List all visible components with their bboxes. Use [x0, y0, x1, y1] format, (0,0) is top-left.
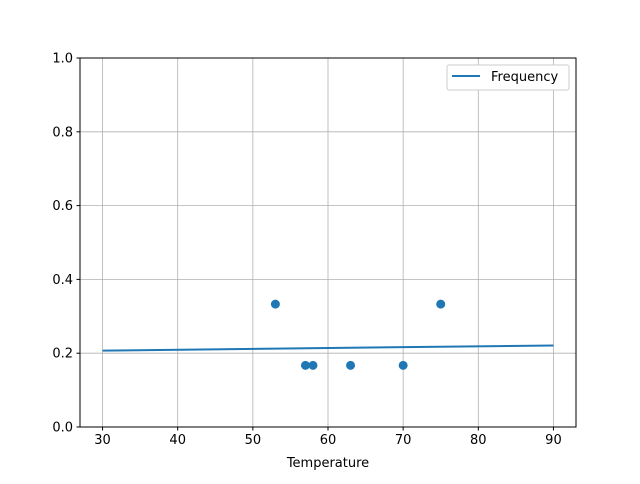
legend-box [446, 64, 570, 91]
x-tick-label: 60 [320, 433, 337, 448]
scatter-point [270, 299, 280, 309]
grid [80, 57, 576, 428]
x-axis-label: Temperature [286, 456, 369, 471]
plot-marks [102, 299, 554, 370]
x-tick-label: 80 [470, 433, 487, 448]
legend-label: Frequency [491, 70, 558, 85]
scatter-point [398, 360, 408, 370]
ticks: 30 40 50 60 70 80 90 0.0 0.2 0.4 0.6 0.8 1.0 [52, 52, 561, 449]
y-tick-label: 0.2 [52, 347, 73, 362]
scatter-point [436, 299, 446, 309]
series-line-frequency [102, 344, 554, 352]
legend: Frequency [446, 64, 570, 91]
y-tick-label: 0.6 [52, 199, 73, 214]
y-tick-label: 0.8 [52, 125, 73, 140]
scatter-point [300, 360, 310, 370]
y-tick-label: 0.4 [52, 273, 73, 288]
x-tick-label: 70 [395, 433, 412, 448]
y-tick-label: 0.0 [52, 421, 73, 436]
x-tick-label: 30 [94, 433, 111, 448]
x-tick-label: 90 [545, 433, 562, 448]
scatter-point [346, 360, 356, 370]
y-tick-label: 1.0 [52, 52, 73, 67]
x-tick-label: 50 [245, 433, 262, 448]
x-tick-label: 40 [169, 433, 186, 448]
scatter-point [308, 360, 318, 370]
